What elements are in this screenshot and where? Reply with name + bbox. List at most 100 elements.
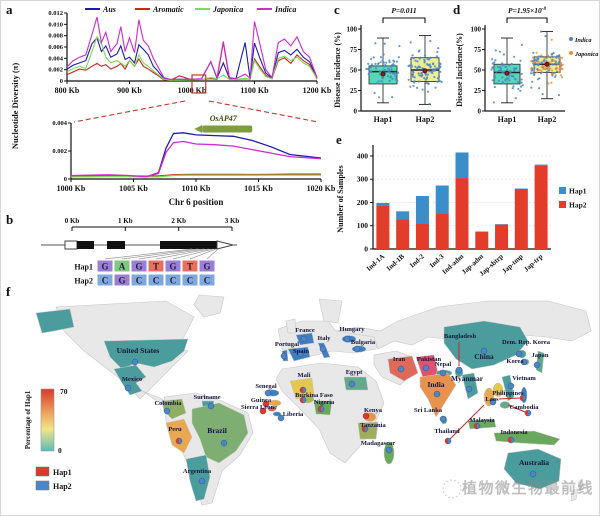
label-connector-line [507, 404, 526, 413]
jitter-point [546, 70, 549, 73]
sample-pie-dot [319, 345, 327, 353]
jitter-point [490, 68, 493, 71]
jitter-point [510, 74, 513, 77]
jitter-point [436, 80, 439, 83]
snp-cell [113, 273, 131, 287]
country-label: Nepal [435, 361, 451, 368]
sample-pie-dot [124, 384, 132, 392]
jitter-point [418, 49, 421, 52]
bar-hap1 [415, 195, 429, 224]
jitter-point [535, 71, 538, 74]
bar-hap2 [514, 189, 528, 249]
series-Indica [66, 16, 318, 80]
jitter-point [551, 63, 554, 66]
country-label: Bulgaria [351, 339, 376, 346]
legend-label: Hap1 [569, 187, 587, 196]
jitter-point [407, 78, 410, 81]
sample-pie-dot [296, 350, 304, 358]
jitter-point [385, 61, 388, 64]
sample-pie-red-half [474, 423, 477, 429]
country-patch [103, 338, 189, 370]
map-legend-label: Hap1 [53, 468, 72, 477]
bar-hap2 [396, 219, 410, 249]
country-patch [165, 418, 193, 454]
y-tick-label: 0.006 [48, 44, 63, 51]
country-label: Malaysia [469, 417, 495, 424]
jitter-point [535, 51, 538, 54]
y-tick-label: 400 [357, 151, 369, 160]
jitter-point [559, 56, 562, 59]
jitter-point [379, 70, 382, 73]
y-tick-label: 0.004 [48, 55, 63, 62]
country-patch [267, 406, 277, 412]
sample-pie-dot [529, 470, 537, 478]
jitter-point [553, 59, 556, 62]
jitter-point [514, 67, 517, 71]
jitter-point [377, 80, 380, 83]
jitter-point [504, 65, 507, 69]
jitter-point [377, 62, 380, 65]
jitter-point [389, 71, 392, 74]
alaska-patch [35, 308, 75, 334]
jitter-point [393, 64, 396, 67]
continent [570, 488, 579, 502]
snp-cell [113, 259, 131, 273]
jitter-point [495, 82, 498, 85]
label-connector-line [449, 404, 485, 440]
sample-pie-red-half [508, 437, 511, 443]
sample-pie-dot [131, 358, 139, 366]
jitter-point [540, 72, 543, 75]
jitter-point [440, 80, 443, 83]
jitter-point [374, 67, 378, 70]
country-label: Korea [506, 358, 524, 365]
jitter-point [426, 73, 429, 76]
jitter-point [436, 50, 439, 54]
jitter-point [555, 56, 558, 59]
sample-pie-dot [262, 400, 270, 408]
panel-e-label: e [336, 132, 342, 147]
country-patch [499, 401, 511, 409]
jitter-point [438, 66, 441, 69]
jitter-point [419, 56, 422, 59]
snp-base: T [187, 262, 193, 272]
scale-tick-label: 3 Kb [225, 217, 240, 225]
sample-pie-dot [533, 361, 541, 369]
jitter-point [411, 54, 414, 57]
bar-hap2 [495, 224, 509, 249]
jitter-point [390, 64, 394, 67]
label-connector-line [498, 397, 521, 400]
jitter-point [413, 80, 416, 83]
jitter-point [509, 71, 512, 74]
country-label: Iran [393, 356, 406, 363]
mean-dot [504, 70, 510, 76]
x-tick-label: 1010 Kb [182, 184, 211, 193]
x-tick-label: 1100 Kb [240, 86, 269, 95]
jitter-point [543, 59, 546, 62]
jitter-point [540, 69, 543, 72]
map-legend-swatch [35, 480, 50, 491]
sample-pie-dot [300, 335, 308, 343]
jitter-point [416, 67, 419, 70]
jitter-point [420, 72, 423, 75]
snp-base: G [101, 262, 108, 272]
jitter-point [382, 61, 385, 64]
jitter-point [516, 81, 520, 84]
p-value-label: P=1.95×10-8 [508, 6, 546, 15]
snp-cell [147, 259, 165, 273]
jitter-point [550, 38, 553, 41]
jitter-point [512, 85, 515, 88]
x-tick-label: 800 Kb [55, 86, 80, 95]
jitter-point [546, 54, 549, 57]
sample-pie-dot [433, 390, 441, 398]
jitter-point [390, 65, 393, 69]
jitter-point [379, 61, 382, 64]
jitter-point [547, 68, 550, 71]
jitter-point [367, 62, 370, 65]
jitter-point [434, 86, 437, 89]
jitter-point [491, 58, 494, 61]
jitter-point [383, 65, 386, 68]
x-category-label: Ind-1A [365, 253, 386, 273]
y-tick-label: 0.002 [48, 67, 63, 74]
country-label: United States [117, 346, 160, 355]
jitter-point [537, 64, 540, 67]
